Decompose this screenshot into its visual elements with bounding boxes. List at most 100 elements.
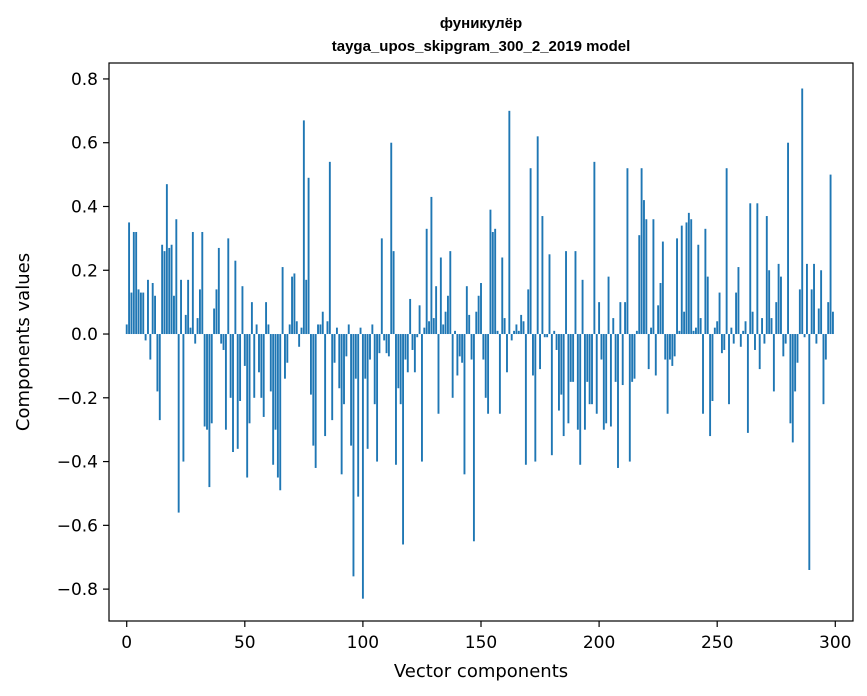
bar-203 bbox=[605, 334, 608, 424]
bar-46 bbox=[234, 260, 237, 335]
bar-297 bbox=[827, 302, 830, 335]
bar-125 bbox=[421, 334, 423, 462]
bar-108 bbox=[380, 238, 383, 335]
bar-294 bbox=[820, 270, 823, 335]
bar-154 bbox=[489, 209, 492, 335]
bar-230 bbox=[669, 334, 671, 360]
bar-84 bbox=[324, 334, 327, 437]
bar-254 bbox=[725, 168, 728, 335]
bar-245 bbox=[704, 228, 707, 335]
bar-236 bbox=[683, 311, 686, 335]
bar-36 bbox=[210, 334, 213, 424]
bar-61 bbox=[269, 334, 272, 392]
bar-170 bbox=[527, 289, 530, 335]
bar-95 bbox=[350, 334, 353, 446]
bar-232 bbox=[673, 334, 676, 357]
bar-71 bbox=[293, 273, 296, 335]
bar-1 bbox=[128, 222, 131, 335]
bar-271 bbox=[765, 216, 768, 335]
bar-172 bbox=[532, 334, 534, 376]
bar-243 bbox=[699, 318, 702, 335]
bar-112 bbox=[390, 142, 393, 335]
bar-58 bbox=[262, 334, 265, 417]
bar-275 bbox=[775, 302, 778, 335]
x-tick-label-0: 0 bbox=[121, 633, 132, 653]
bar-66 bbox=[281, 267, 284, 335]
bar-17 bbox=[165, 184, 168, 335]
bar-110 bbox=[385, 334, 388, 354]
bar-166 bbox=[517, 330, 520, 335]
bar-207 bbox=[614, 334, 617, 382]
bar-227 bbox=[661, 241, 664, 335]
bar-123 bbox=[416, 334, 419, 338]
bar-2 bbox=[130, 292, 133, 335]
bar-180 bbox=[550, 334, 553, 456]
bar-115 bbox=[397, 334, 400, 389]
bar-192 bbox=[579, 334, 582, 465]
bar-120 bbox=[409, 298, 412, 335]
bar-27 bbox=[189, 327, 192, 335]
y-tick-label-7: 0.6 bbox=[71, 134, 98, 154]
bar-134 bbox=[442, 324, 445, 335]
bar-118 bbox=[404, 334, 407, 360]
bar-122 bbox=[413, 334, 416, 373]
bar-139 bbox=[454, 330, 456, 335]
bar-102 bbox=[366, 334, 369, 449]
bar-74 bbox=[300, 327, 303, 335]
bar-135 bbox=[444, 311, 447, 335]
bar-169 bbox=[524, 334, 527, 465]
bar-165 bbox=[515, 324, 518, 335]
bar-265 bbox=[751, 311, 754, 335]
bar-284 bbox=[796, 334, 799, 363]
bar-272 bbox=[768, 270, 771, 335]
bar-76 bbox=[305, 279, 308, 335]
bar-94 bbox=[347, 324, 350, 335]
bar-167 bbox=[520, 314, 523, 335]
bar-210 bbox=[621, 334, 624, 386]
bar-70 bbox=[291, 276, 293, 335]
bar-34 bbox=[206, 334, 208, 430]
y-tick-label-0: −0.8 bbox=[57, 580, 98, 600]
bar-90 bbox=[338, 334, 341, 389]
y-tick-label-5: 0.2 bbox=[71, 261, 98, 281]
bar-290 bbox=[810, 289, 813, 335]
bar-257 bbox=[732, 334, 735, 344]
bar-62 bbox=[272, 334, 275, 465]
bar-183 bbox=[558, 334, 560, 411]
bar-174 bbox=[536, 136, 539, 335]
x-tick-label-150: 150 bbox=[465, 633, 497, 653]
bar-0 bbox=[125, 324, 128, 335]
bar-59 bbox=[265, 302, 268, 335]
bar-252 bbox=[720, 334, 723, 354]
bar-88 bbox=[333, 334, 336, 363]
bar-153 bbox=[487, 334, 490, 414]
bar-15 bbox=[161, 244, 164, 335]
bar-285 bbox=[798, 289, 801, 335]
bar-235 bbox=[680, 225, 683, 335]
bar-77 bbox=[307, 177, 310, 335]
bar-234 bbox=[678, 330, 681, 335]
bar-119 bbox=[406, 334, 409, 373]
bar-19 bbox=[170, 244, 173, 335]
bar-63 bbox=[274, 334, 277, 430]
bar-248 bbox=[711, 334, 714, 401]
bar-47 bbox=[236, 334, 239, 449]
bar-51 bbox=[246, 334, 249, 478]
bar-22 bbox=[177, 334, 180, 513]
bar-114 bbox=[395, 334, 397, 465]
bar-138 bbox=[451, 334, 454, 398]
bar-20 bbox=[173, 295, 175, 335]
y-tick-label-1: −0.6 bbox=[57, 516, 98, 536]
bar-160 bbox=[503, 318, 506, 335]
bar-157 bbox=[496, 330, 499, 335]
bar-267 bbox=[756, 203, 759, 335]
bar-33 bbox=[203, 334, 206, 427]
bar-200 bbox=[598, 302, 601, 335]
bar-85 bbox=[326, 321, 329, 335]
bar-241 bbox=[694, 327, 697, 335]
bars-group bbox=[125, 88, 834, 599]
bar-151 bbox=[482, 334, 485, 360]
bar-255 bbox=[728, 334, 730, 405]
bar-289 bbox=[808, 334, 811, 570]
